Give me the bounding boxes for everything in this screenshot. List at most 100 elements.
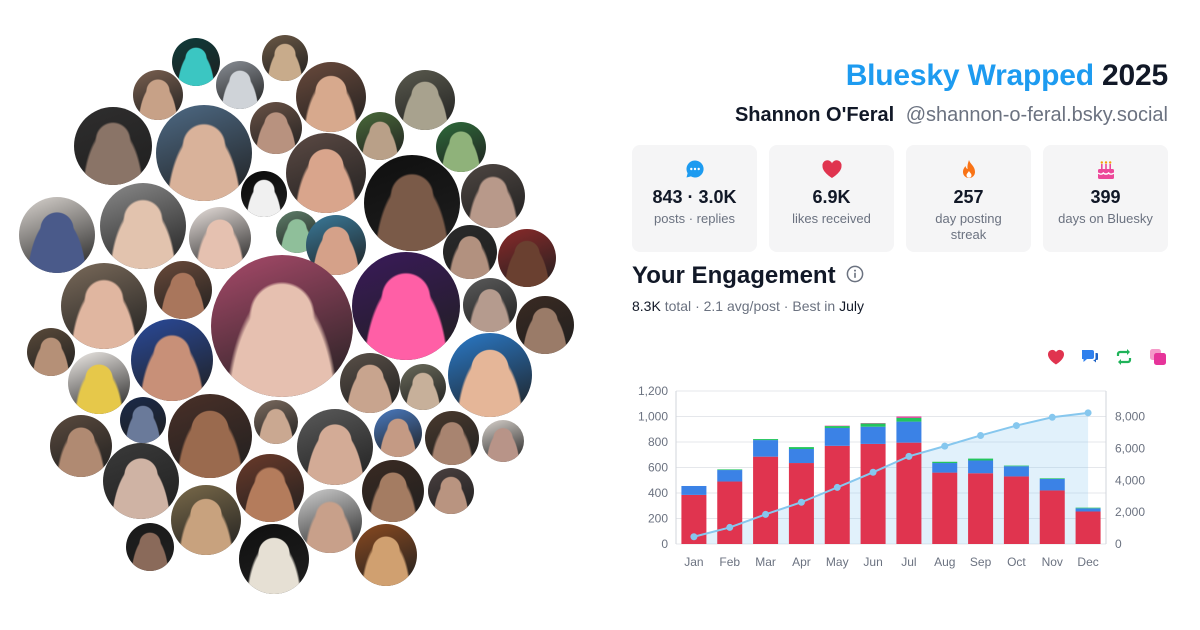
cumulative-area bbox=[693, 412, 1089, 544]
stat-label: day posting streak bbox=[935, 211, 1002, 242]
stat-card-likes: 6.9K likes received bbox=[769, 145, 894, 252]
avatar bbox=[395, 70, 455, 130]
y-tick-label-left: 1,200 bbox=[638, 384, 668, 398]
bar-replies bbox=[1039, 478, 1065, 491]
chart-legend bbox=[1046, 347, 1168, 367]
avatar bbox=[236, 454, 304, 522]
y-tick-label-right: 0 bbox=[1115, 537, 1122, 551]
title-brand: Bluesky Wrapped bbox=[845, 59, 1094, 92]
avatar bbox=[340, 353, 400, 413]
stats-row: 843 · 3.0K posts · replies 6.9K likes re… bbox=[632, 145, 1168, 252]
avatar bbox=[297, 409, 373, 485]
bar-likes bbox=[968, 473, 994, 544]
bar-reposts bbox=[896, 417, 922, 422]
stat-card-streak: 257 day posting streak bbox=[906, 145, 1031, 252]
y-tick-label-right: 2,000 bbox=[1115, 505, 1145, 519]
display-name: Shannon O'Feral bbox=[734, 104, 895, 126]
avatar bbox=[482, 420, 524, 462]
stat-label: likes received bbox=[792, 211, 871, 226]
avatar bbox=[374, 409, 422, 457]
engagement-best-month: July bbox=[839, 298, 864, 314]
avatar bbox=[50, 415, 112, 477]
bar-likes bbox=[1075, 511, 1101, 544]
avatar bbox=[241, 171, 287, 217]
avatar bbox=[461, 164, 525, 228]
bar-replies bbox=[1003, 466, 1029, 477]
avatar bbox=[103, 443, 179, 519]
avatar bbox=[154, 261, 212, 319]
x-tick-label: Aug bbox=[934, 555, 955, 569]
engagement-title-text: Your Engagement bbox=[632, 262, 836, 289]
y-tick-label-left: 200 bbox=[648, 512, 668, 526]
x-tick-label: Oct bbox=[1007, 555, 1026, 569]
avatar bbox=[463, 278, 517, 332]
avatar bbox=[355, 524, 417, 586]
bar-replies bbox=[753, 440, 779, 457]
y-tick-label-left: 1,000 bbox=[638, 410, 668, 424]
avatar bbox=[216, 61, 264, 109]
y-tick-label-right: 6,000 bbox=[1115, 441, 1145, 455]
cumulative-point bbox=[833, 483, 841, 491]
cake-icon bbox=[1043, 159, 1168, 181]
y-tick-label-right: 4,000 bbox=[1115, 473, 1145, 487]
bar-quotes bbox=[896, 416, 922, 418]
cumulative-point bbox=[1084, 409, 1092, 417]
quote-icon[interactable] bbox=[1148, 347, 1168, 367]
bar-likes bbox=[1003, 476, 1029, 544]
bar-reposts bbox=[717, 469, 743, 471]
page-title: Bluesky Wrapped 2025 bbox=[735, 56, 1168, 96]
avatar bbox=[211, 255, 353, 397]
bar-replies bbox=[932, 463, 958, 473]
heart-icon[interactable] bbox=[1046, 347, 1066, 367]
bar-replies bbox=[1075, 508, 1101, 512]
stat-value: 6.9K bbox=[812, 187, 851, 207]
x-tick-label: Mar bbox=[755, 555, 776, 569]
avatar bbox=[296, 62, 366, 132]
y-tick-label-left: 600 bbox=[648, 461, 668, 475]
avatar bbox=[254, 400, 298, 444]
avatar bbox=[131, 319, 213, 401]
separator: · bbox=[783, 298, 789, 314]
bar-replies bbox=[681, 485, 707, 495]
avatar bbox=[74, 107, 152, 185]
bar-replies bbox=[824, 427, 850, 446]
bar-reposts bbox=[1003, 465, 1029, 467]
bar-replies bbox=[788, 449, 814, 464]
y-tick-label-left: 800 bbox=[648, 435, 668, 449]
x-tick-label: Feb bbox=[719, 555, 740, 569]
bar-replies bbox=[896, 421, 922, 443]
avatar bbox=[126, 523, 174, 571]
title-year: 2025 bbox=[1102, 59, 1168, 92]
bar-likes bbox=[1039, 490, 1065, 544]
y-tick-label-left: 400 bbox=[648, 486, 668, 500]
avatar bbox=[425, 411, 479, 465]
bar-likes bbox=[860, 443, 886, 544]
engagement-average: 2.1 avg/post bbox=[703, 298, 780, 314]
engagement-total-value: 8.3K bbox=[632, 298, 661, 314]
stat-value: 257 bbox=[953, 187, 984, 207]
x-tick-label: Jan bbox=[684, 555, 703, 569]
avatar bbox=[239, 524, 309, 594]
stat-value: 399 bbox=[1090, 187, 1121, 207]
bar-replies bbox=[717, 470, 743, 482]
x-tick-label: Jul bbox=[901, 555, 916, 569]
reply-icon[interactable] bbox=[1080, 347, 1100, 367]
y-tick-label-left: 0 bbox=[661, 537, 668, 551]
avatar bbox=[68, 352, 130, 414]
avatar bbox=[120, 397, 166, 443]
user-handle[interactable]: @shannon-o-feral.bsky.social bbox=[905, 104, 1168, 126]
bar-reposts bbox=[753, 439, 779, 441]
repost-icon[interactable] bbox=[1114, 347, 1134, 367]
heart-icon bbox=[769, 159, 894, 181]
avatar bbox=[100, 183, 186, 269]
avatar bbox=[498, 229, 556, 287]
x-tick-label: Dec bbox=[1077, 555, 1098, 569]
stat-label: days on Bluesky bbox=[1058, 211, 1153, 226]
stat-card-posts: 843 · 3.0K posts · replies bbox=[632, 145, 757, 252]
cumulative-point bbox=[869, 468, 877, 476]
cumulative-point bbox=[690, 533, 698, 541]
avatar bbox=[19, 197, 95, 273]
x-tick-label: Apr bbox=[792, 555, 811, 569]
info-icon[interactable] bbox=[846, 262, 864, 290]
y-tick-label-right: 8,000 bbox=[1115, 410, 1145, 424]
